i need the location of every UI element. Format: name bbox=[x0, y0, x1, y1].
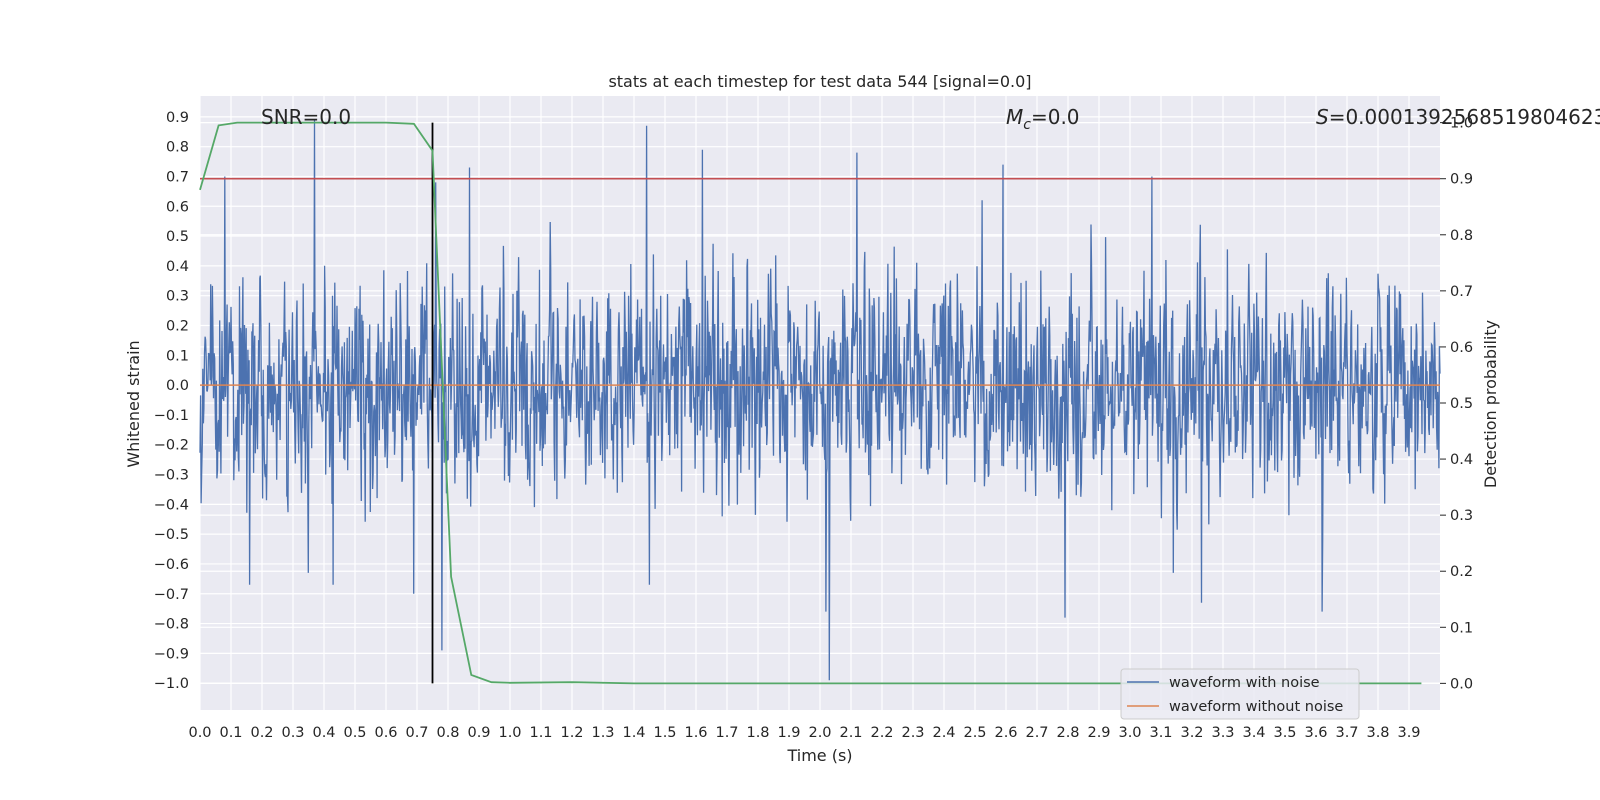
y2-tick-label: 1.0 bbox=[1450, 116, 1473, 132]
x-tick-labels: 0.0 0.1 0.2 0.3 0.4 0.5 0.6 0.7 0.8 0.9 1.0 1.1 1.2 1… bbox=[188, 725, 1420, 741]
x-tick-label: 0.0 bbox=[188, 725, 211, 741]
y-tick-labels: 0.9 0.8 0.7 0.6 0.5 0.4 0.3 0.2 0.1 0.0 −0.1 −0.2 −0… bbox=[154, 110, 189, 692]
y2-axis-label: Detection probability bbox=[1481, 320, 1500, 488]
y-tick-label: −0.4 bbox=[154, 497, 189, 513]
y2-tick-label: 0.2 bbox=[1450, 564, 1473, 580]
y-tick-label: −0.3 bbox=[154, 468, 189, 484]
detection-probability-line bbox=[199, 121, 1422, 685]
y2-tick-label: 0.3 bbox=[1450, 508, 1473, 524]
legend-label-clean: waveform without noise bbox=[1169, 699, 1343, 715]
x-tick-label: 0.4 bbox=[312, 725, 335, 741]
x-tick-label: 0.6 bbox=[374, 725, 397, 741]
y-tick-label: 0.0 bbox=[166, 378, 189, 394]
y2-tick-label: 0.7 bbox=[1450, 284, 1473, 300]
x-tick-label: 3.1 bbox=[1149, 725, 1172, 741]
y-tick-label: −0.5 bbox=[154, 527, 189, 543]
x-tick-label: 2.2 bbox=[870, 725, 893, 741]
x-tick-label: 2.7 bbox=[1025, 725, 1048, 741]
snr-annotation: SNR=0.0 bbox=[261, 105, 351, 129]
y-tick-label: 0.2 bbox=[166, 319, 189, 335]
x-tick-label: 3.6 bbox=[1304, 725, 1327, 741]
mc-subscript: c bbox=[1023, 117, 1031, 133]
y-tick-label: 0.4 bbox=[166, 259, 189, 275]
x-tick-label: 2.1 bbox=[839, 725, 862, 741]
x-tick-label: 3.9 bbox=[1397, 725, 1420, 741]
legend-box bbox=[1120, 668, 1360, 720]
y-tick-label: −0.2 bbox=[154, 438, 189, 454]
x-tick-label: 1.9 bbox=[777, 725, 800, 741]
x-tick-label: 3.0 bbox=[1118, 725, 1141, 741]
x-tick-label: 3.8 bbox=[1366, 725, 1389, 741]
y-tick-label: 0.3 bbox=[166, 289, 189, 305]
s-value: =0.0001392568519804623 bbox=[1329, 105, 1600, 129]
x-tick-label: 3.2 bbox=[1180, 725, 1203, 741]
y-tick-label: 0.9 bbox=[166, 110, 189, 126]
x-tick-label: 3.4 bbox=[1242, 725, 1265, 741]
y-tick-label: −0.8 bbox=[154, 617, 189, 633]
y2-tick-label: 0.0 bbox=[1450, 676, 1473, 692]
x-tick-label: 1.7 bbox=[715, 725, 738, 741]
y-tick-label: 0.8 bbox=[166, 140, 189, 156]
x-tick-label: 1.4 bbox=[622, 725, 645, 741]
x-tick-label: 1.5 bbox=[653, 725, 676, 741]
x-tick-label: 0.9 bbox=[467, 725, 490, 741]
s-annotation: S=0.0001392568519804623 bbox=[1316, 105, 1600, 129]
mc-annotation: Mc=0.0 bbox=[1006, 105, 1080, 133]
x-tick-label: 2.5 bbox=[963, 725, 986, 741]
x-tick-label: 1.2 bbox=[560, 725, 583, 741]
x-tick-label: 0.5 bbox=[343, 725, 366, 741]
chart-title: stats at each timestep for test data 544… bbox=[608, 72, 1031, 91]
y-tick-label: 0.5 bbox=[166, 229, 189, 245]
legend: waveform with noise waveform without noi… bbox=[1120, 668, 1360, 720]
y-tick-label: −0.1 bbox=[154, 408, 189, 424]
x-tick-label: 1.1 bbox=[529, 725, 552, 741]
series-lines bbox=[199, 121, 1440, 685]
x-tick-label: 0.7 bbox=[405, 725, 428, 741]
y-tick-label: 0.6 bbox=[166, 199, 189, 215]
x-tick-label: 1.0 bbox=[498, 725, 521, 741]
y2-tick-label: 0.5 bbox=[1450, 396, 1473, 412]
y-tick-label: −0.7 bbox=[154, 587, 189, 603]
x-tick-label: 2.8 bbox=[1056, 725, 1079, 741]
y-tick-label: −1.0 bbox=[154, 676, 189, 692]
legend-label-noise: waveform with noise bbox=[1169, 675, 1320, 691]
y2-tick-label: 0.8 bbox=[1450, 228, 1473, 244]
y-tick-label: −0.6 bbox=[154, 557, 189, 573]
x-tick-label: 1.8 bbox=[746, 725, 769, 741]
y-tick-label: −0.9 bbox=[154, 646, 189, 662]
waveform-with-noise-line bbox=[199, 119, 1441, 681]
y2-tick-label: 0.6 bbox=[1450, 340, 1473, 356]
y2-tick-label: 0.9 bbox=[1450, 172, 1473, 188]
x-tick-label: 0.3 bbox=[281, 725, 304, 741]
mc-value: =0.0 bbox=[1031, 105, 1080, 129]
x-tick-label: 1.6 bbox=[684, 725, 707, 741]
waveform-with-noise-path bbox=[199, 119, 1441, 681]
x-axis-label: Time (s) bbox=[786, 746, 852, 765]
y-tick-label: 0.1 bbox=[166, 348, 189, 364]
x-tick-label: 0.8 bbox=[436, 725, 459, 741]
y2-tick-labels: 1.0 0.9 0.8 0.7 0.6 0.5 0.4 0.3 0.2 0.1 0.0 bbox=[1440, 116, 1473, 692]
x-tick-label: 3.3 bbox=[1211, 725, 1234, 741]
s-symbol: S bbox=[1316, 105, 1329, 129]
x-tick-label: 2.3 bbox=[901, 725, 924, 741]
x-tick-label: 3.5 bbox=[1273, 725, 1296, 741]
y-tick-label: 0.7 bbox=[166, 169, 189, 185]
x-tick-label: 1.3 bbox=[591, 725, 614, 741]
x-tick-label: 0.1 bbox=[219, 725, 242, 741]
x-tick-label: 2.0 bbox=[808, 725, 831, 741]
y2-tick-label: 0.1 bbox=[1450, 620, 1473, 636]
mc-symbol: M bbox=[1006, 105, 1023, 129]
x-tick-label: 2.6 bbox=[994, 725, 1017, 741]
x-tick-label: 3.7 bbox=[1335, 725, 1358, 741]
y2-tick-label: 0.4 bbox=[1450, 452, 1473, 468]
y-axis-label: Whitened strain bbox=[124, 340, 143, 467]
x-tick-label: 0.2 bbox=[250, 725, 273, 741]
x-tick-label: 2.4 bbox=[932, 725, 955, 741]
x-tick-label: 2.9 bbox=[1087, 725, 1110, 741]
